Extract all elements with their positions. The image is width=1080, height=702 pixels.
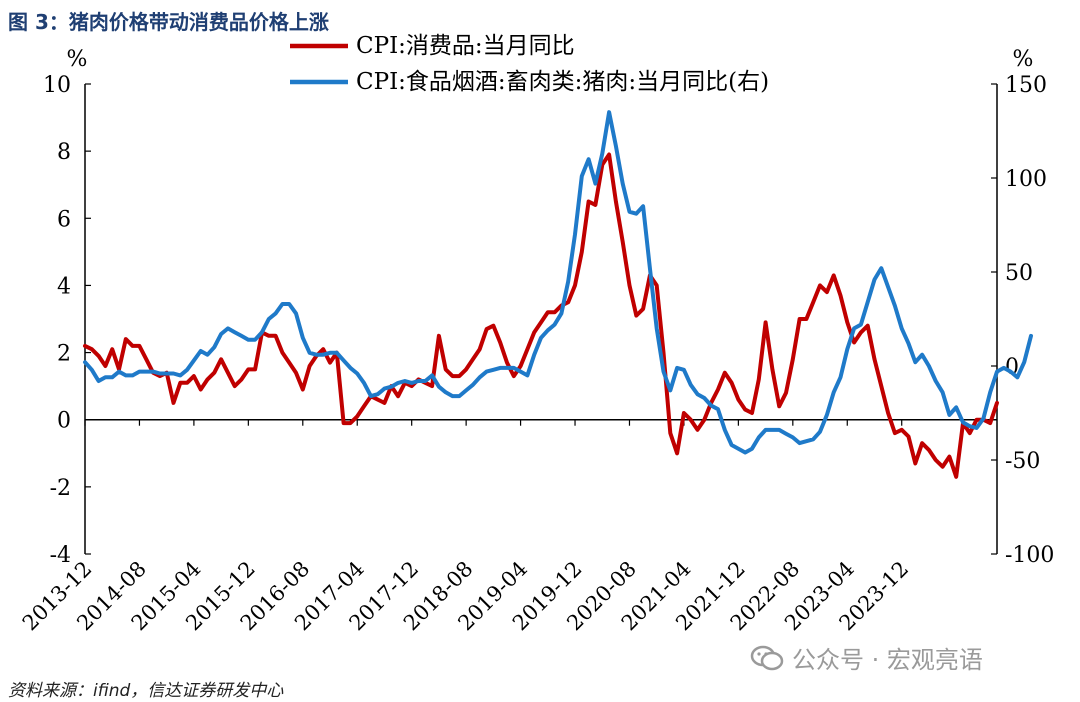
legend-label-pork-cpi: CPI:食品烟酒:畜肉类:猪肉:当月同比(右) — [356, 69, 769, 95]
legend: CPI:消费品:当月同比 CPI:食品烟酒:畜肉类:猪肉:当月同比(右) — [290, 33, 769, 95]
figure-title: 图 3：猪肉价格带动消费品价格上涨 — [8, 10, 329, 34]
y-right-tick-label: -50 — [1005, 449, 1040, 474]
y-left-tick-label: 10 — [43, 73, 71, 98]
watermark-text: 公众号 · 宏观亮语 — [792, 646, 983, 674]
series-line-cpi-consumer-goods — [83, 152, 999, 479]
legend-label-cpi-consumer-goods: CPI:消费品:当月同比 — [356, 33, 575, 59]
y-left-tick-label: -4 — [50, 543, 71, 568]
series-layer — [83, 110, 1033, 479]
y-left-unit: % — [67, 47, 88, 72]
watermark: 公众号 · 宏观亮语 — [750, 640, 983, 675]
y-left-tick-label: 6 — [57, 207, 71, 232]
y-right-tick-label: 50 — [1005, 261, 1033, 286]
y-left-tick-label: 8 — [57, 140, 71, 165]
y-right-tick-label: -100 — [1005, 543, 1054, 568]
series-line-pork-cpi — [83, 110, 1033, 455]
y-left-tick-label: 2 — [57, 342, 71, 367]
wechat-icon — [750, 645, 784, 670]
y-left-tick-label: 4 — [57, 274, 71, 299]
y-right-tick-label: 150 — [1005, 73, 1047, 98]
y-right-unit: % — [1013, 47, 1034, 72]
y-right-tick-label: 100 — [1005, 167, 1047, 192]
y-left-tick-label: -2 — [50, 476, 71, 501]
source-note: 资料来源：ifind，信达证券研发中心 — [8, 681, 284, 701]
y-left-tick-label: 0 — [57, 409, 71, 434]
